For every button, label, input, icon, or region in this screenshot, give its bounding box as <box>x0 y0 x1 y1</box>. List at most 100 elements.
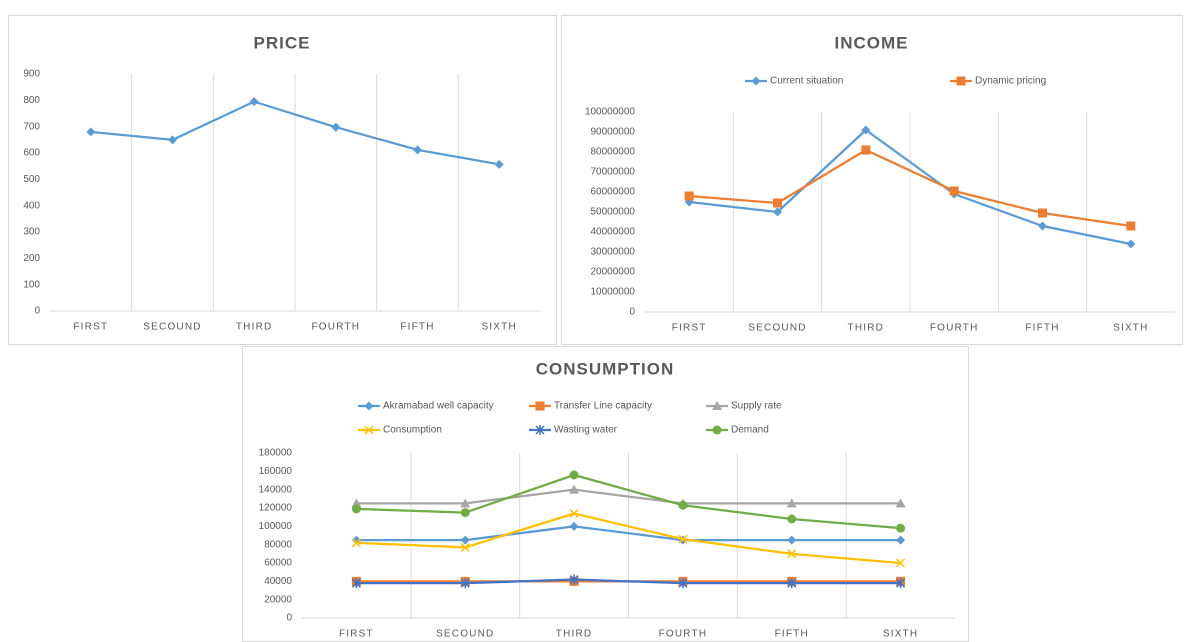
chart-title: INCOME <box>835 33 909 52</box>
series <box>351 574 906 589</box>
marker <box>1038 221 1047 231</box>
marker <box>569 470 579 480</box>
y-tick-label: 700 <box>23 121 40 132</box>
y-tick-label: 40000000 <box>591 227 636 238</box>
marker <box>351 504 361 514</box>
marker <box>460 535 470 545</box>
x-tick-label: FIFTH <box>1025 323 1059 334</box>
marker <box>787 578 797 589</box>
x-tick-label: SIXTH <box>1113 323 1148 334</box>
y-tick-label: 60000 <box>264 558 292 569</box>
marker <box>896 578 906 589</box>
x-tick-label: FOURTH <box>311 322 360 333</box>
x-tick-label: THIRD <box>556 629 593 640</box>
series <box>351 470 906 533</box>
y-tick-label: 50000000 <box>591 207 636 218</box>
x-tick-label: FIRST <box>672 323 707 334</box>
marker <box>413 145 422 155</box>
x-tick-label: THIRD <box>848 323 885 334</box>
series <box>684 145 1136 231</box>
y-tick-label: 80000 <box>264 539 292 550</box>
marker <box>787 514 797 524</box>
marker <box>1126 221 1136 231</box>
x-tick-label: SIXTH <box>883 629 918 640</box>
y-tick-label: 70000000 <box>591 167 636 178</box>
marker <box>712 425 722 435</box>
x-tick-label: FIRST <box>339 629 374 640</box>
y-tick-label: 0 <box>34 306 40 317</box>
legend-label: Supply rate <box>731 401 782 412</box>
marker <box>895 498 906 508</box>
marker <box>331 122 341 132</box>
y-tick-label: 60000000 <box>591 187 636 198</box>
series <box>351 521 906 545</box>
chart-title: CONSUMPTION <box>536 359 675 378</box>
marker <box>569 574 579 585</box>
marker <box>1038 208 1047 218</box>
marker <box>460 578 470 589</box>
x-tick-label: FIRST <box>73 322 108 333</box>
marker <box>896 558 906 568</box>
x-tick-label: SECOUND <box>748 323 806 334</box>
marker <box>535 401 545 411</box>
marker <box>678 534 688 544</box>
chart-frame <box>561 15 1183 345</box>
marker <box>351 498 362 508</box>
y-tick-label: 90000000 <box>591 127 636 138</box>
marker <box>861 145 871 155</box>
x-tick-label: SIXTH <box>481 322 516 333</box>
marker <box>751 76 761 86</box>
chart-frame <box>8 15 557 345</box>
y-tick-label: 0 <box>286 613 292 624</box>
legend-label: Transfer Line capacity <box>554 401 652 412</box>
y-tick-label: 100000000 <box>585 107 635 118</box>
marker <box>535 425 545 435</box>
y-tick-label: 200 <box>23 253 40 264</box>
y-tick-label: 500 <box>23 174 40 185</box>
series <box>86 97 504 169</box>
y-tick-label: 120000 <box>259 503 293 514</box>
x-tick-label: THIRD <box>236 322 273 333</box>
y-tick-label: 800 <box>23 95 40 106</box>
marker <box>678 578 688 589</box>
y-tick-label: 900 <box>23 69 40 80</box>
line <box>356 473 901 530</box>
marker <box>168 135 177 145</box>
marker <box>249 97 259 107</box>
marker <box>787 535 797 545</box>
marker <box>712 401 722 410</box>
legend-label: Dynamic pricing <box>975 76 1046 87</box>
line <box>356 525 901 542</box>
x-tick-label: FOURTH <box>930 323 979 334</box>
x-tick-label: SECOUND <box>436 629 494 640</box>
marker <box>678 500 688 510</box>
marker <box>351 578 361 589</box>
legend-label: Wasting water <box>554 425 618 436</box>
legend-label: Current situation <box>770 76 843 87</box>
y-tick-label: 40000 <box>264 576 292 587</box>
y-tick-label: 0 <box>629 307 635 318</box>
y-tick-label: 100000 <box>259 521 293 532</box>
marker <box>460 498 471 508</box>
x-tick-label: SECOUND <box>143 322 201 333</box>
marker <box>773 198 782 208</box>
y-tick-label: 20000 <box>264 594 292 605</box>
marker <box>786 498 797 508</box>
marker <box>86 127 96 137</box>
y-tick-label: 600 <box>23 148 40 159</box>
x-tick-label: FOURTH <box>659 629 708 640</box>
y-tick-label: 30000000 <box>591 247 636 258</box>
y-tick-label: 10000000 <box>591 287 636 298</box>
marker <box>949 186 959 196</box>
marker <box>494 159 504 169</box>
line <box>689 148 1131 228</box>
legend-label: Demand <box>731 425 769 436</box>
x-tick-label: FIFTH <box>775 629 809 640</box>
marker <box>896 535 906 545</box>
line <box>90 100 500 166</box>
line <box>356 488 901 505</box>
series <box>351 508 906 568</box>
marker <box>569 484 580 494</box>
line <box>689 128 1132 246</box>
y-tick-label: 160000 <box>259 466 293 477</box>
